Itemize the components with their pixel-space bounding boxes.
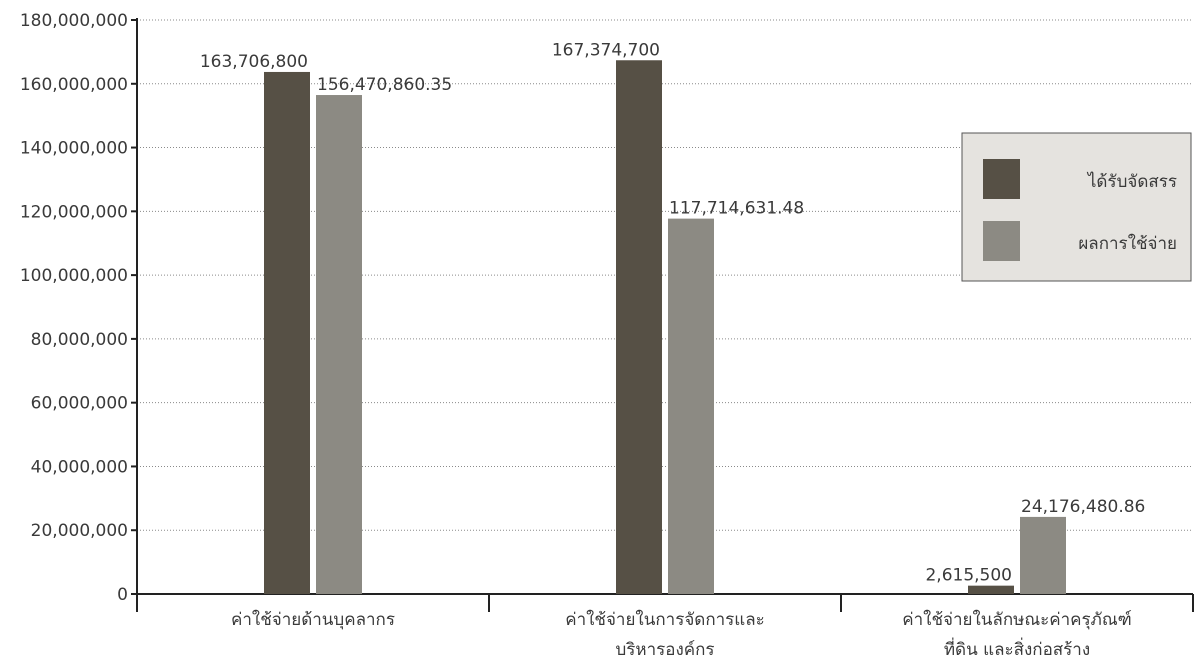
data-label: 167,374,700 — [552, 40, 660, 60]
y-tick-label: 180,000,000 — [20, 11, 128, 31]
y-tick-label: 20,000,000 — [31, 521, 128, 541]
x-category-label: บริหารองค์กร — [615, 640, 714, 660]
y-tick-label: 0 — [117, 585, 128, 605]
bar-spent — [668, 218, 714, 594]
y-tick-label: 80,000,000 — [31, 330, 128, 350]
y-tick-label: 40,000,000 — [31, 457, 128, 477]
legend-swatch — [983, 159, 1020, 199]
data-label: 2,615,500 — [925, 566, 1012, 586]
legend-label: ผลการใช้จ่าย — [1078, 233, 1177, 254]
data-label: 117,714,631.48 — [669, 199, 804, 219]
bar-allocated — [264, 71, 310, 594]
axes: 0 20,000,000 40,000,000 60,000,000 80,000,00… — [20, 11, 1194, 660]
data-label: 163,706,800 — [200, 52, 308, 72]
y-tick-label: 120,000,000 — [20, 202, 128, 222]
bar-allocated — [616, 60, 662, 594]
y-tick-label: 140,000,000 — [20, 139, 128, 159]
data-labels: 163,706,800 156,470,860.35 167,374,700 117,… — [200, 40, 1146, 585]
y-tick-label: 160,000,000 — [20, 75, 128, 95]
legend-swatch — [983, 221, 1020, 261]
bars — [264, 60, 1066, 595]
bar-spent — [1020, 516, 1066, 594]
y-tick-label: 100,000,000 — [20, 266, 128, 286]
bar-spent — [316, 95, 362, 595]
y-tick-label: 60,000,000 — [31, 394, 128, 414]
x-category-label: ที่ดิน และสิ่งก่อสร้าง — [944, 637, 1090, 660]
data-label: 156,470,860.35 — [317, 75, 452, 95]
legend-label: ได้รับจัดสรร — [1086, 171, 1177, 192]
x-category-label: ค่าใช้จ่ายด้านบุคลากร — [231, 609, 395, 630]
bar-allocated — [968, 585, 1014, 594]
data-label: 24,176,480.86 — [1021, 497, 1145, 517]
x-category-label: ค่าใช้จ่ายในการจัดการและ — [565, 609, 765, 630]
x-category-label: ค่าใช้จ่ายในลักษณะค่าครุภัณฑ์ — [902, 609, 1131, 630]
